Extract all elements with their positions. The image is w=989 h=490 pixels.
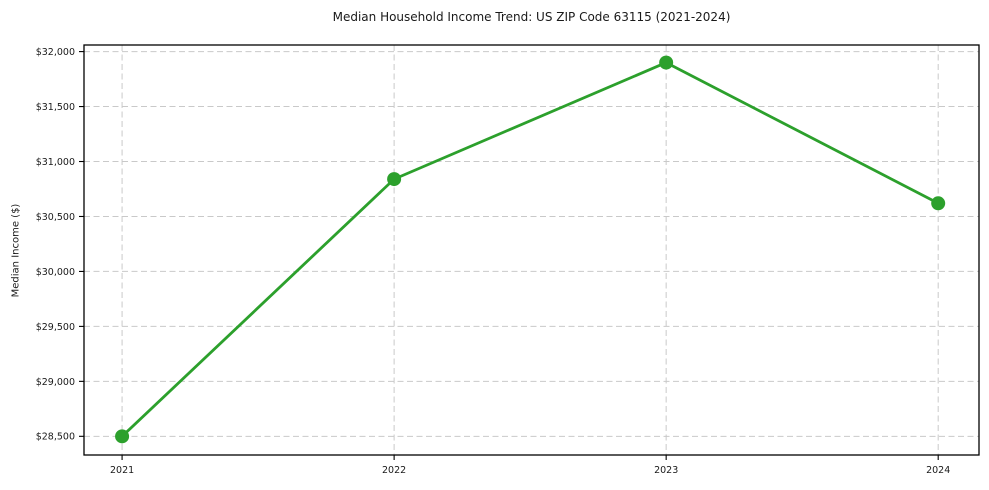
- x-tick-label: 2021: [110, 465, 134, 476]
- y-tick-label: $28,500: [36, 432, 75, 443]
- data-line: [120, 61, 940, 438]
- y-tick-label: $30,000: [36, 267, 75, 278]
- y-tick-label: $29,500: [36, 322, 75, 333]
- data-point: [931, 196, 946, 211]
- x-tick-label: 2024: [926, 465, 950, 476]
- y-tick-label: $29,000: [36, 377, 75, 388]
- chart-title: Median Household Income Trend: US ZIP Co…: [332, 10, 731, 24]
- x-tick-label: 2023: [654, 465, 678, 476]
- data-point: [387, 172, 402, 187]
- data-point: [659, 55, 674, 70]
- data-point: [115, 429, 130, 444]
- y-tick-label: $31,500: [36, 102, 75, 113]
- y-tick-label: $32,000: [36, 47, 75, 58]
- x-tick-label: 2022: [382, 465, 406, 476]
- y-axis-label: Median Income ($): [10, 203, 22, 298]
- y-tick-label: $30,500: [36, 212, 75, 223]
- y-tick-label: $31,000: [36, 157, 75, 168]
- plot-border: [83, 44, 980, 456]
